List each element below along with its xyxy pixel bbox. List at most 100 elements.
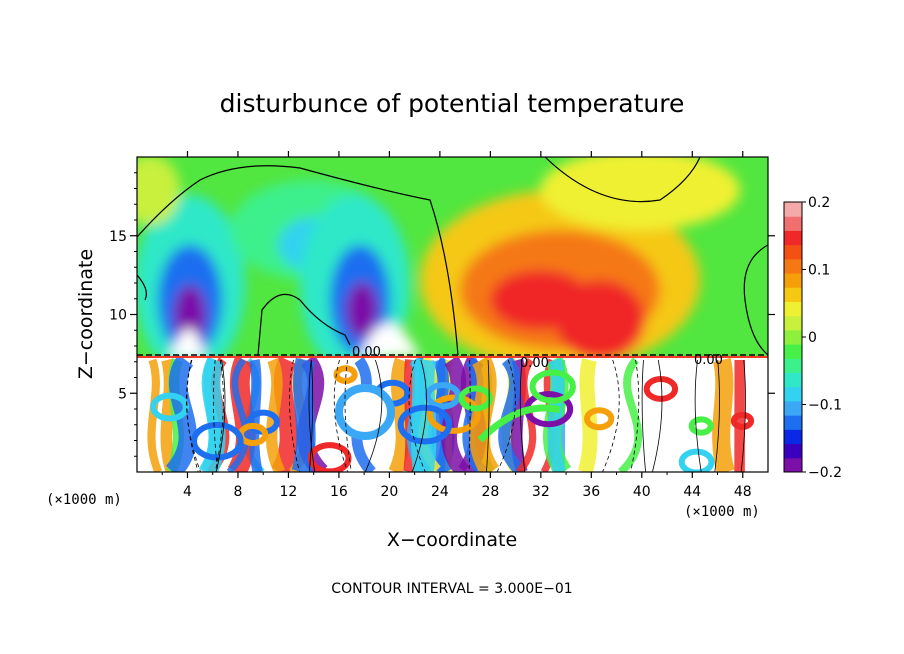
y-tick-label: 5 [118, 386, 127, 402]
field-blob [174, 285, 206, 345]
x-axis-label: X−coordinate [387, 529, 517, 551]
turbulence-streak [388, 357, 410, 472]
contour-line [308, 359, 316, 472]
x-tick-label: 4 [183, 484, 192, 500]
contour-line [519, 359, 526, 472]
x-tick-label: 28 [481, 484, 499, 500]
colorbar-swatch [784, 202, 802, 217]
contour-line [486, 359, 490, 472]
contour-line [137, 165, 459, 356]
contour-line [289, 359, 300, 472]
field-blob [137, 157, 180, 225]
turbulence-streak [271, 356, 298, 472]
turbulence-eddy [584, 407, 615, 431]
contour-line [544, 157, 701, 203]
field-blob [346, 282, 378, 338]
contour-line [694, 359, 702, 472]
contour-line [215, 359, 226, 472]
contour-line [213, 359, 219, 472]
colorbar-swatch [784, 329, 802, 345]
plot-area [137, 157, 768, 472]
contour-line [186, 359, 199, 472]
x-tick-label: 20 [380, 484, 398, 500]
colorbar-tick-label: 0.2 [808, 195, 830, 211]
upper-field [137, 157, 740, 375]
colorbar-swatch [784, 315, 802, 331]
turbulence-eddy [397, 404, 453, 445]
x-axis-unit-left: (×1000 m) [46, 492, 122, 508]
colorbar-swatch [784, 244, 802, 260]
colorbar-tick-label: −0.1 [808, 398, 842, 414]
turbulence-streak [441, 355, 470, 472]
y-axis: 5 10 15 [109, 172, 775, 457]
x-tick-label: 32 [532, 484, 550, 500]
x-tick-label: 24 [431, 484, 449, 500]
x-tick-label: 12 [280, 484, 298, 500]
contour-interval-note: CONTOUR INTERVAL = 3.000E−01 [331, 581, 572, 597]
x-tick-label: 8 [233, 484, 242, 500]
x-tick-label: 40 [633, 484, 651, 500]
contour-line [364, 359, 383, 472]
turbulence-eddy [678, 448, 715, 472]
colorbar-swatch [784, 443, 802, 459]
colorbar-tick-label: −0.2 [808, 465, 842, 481]
colorbar-swatch [784, 287, 802, 302]
colorbar-swatch [784, 400, 802, 416]
contour-line [743, 244, 768, 356]
contour-line [137, 274, 147, 301]
colorbar-tick-label: 0.1 [808, 263, 830, 279]
contour-line [214, 359, 224, 472]
colorbar-ticks: 0.2 0.1 0 −0.1 −0.2 [802, 195, 842, 481]
contour-line [496, 359, 516, 472]
x-tick-label: 48 [734, 484, 752, 500]
colorbar-swatch [784, 429, 802, 445]
turbulence-eddy [307, 442, 352, 472]
colorbar-swatch [784, 358, 802, 374]
colorbar-swatch [784, 301, 802, 317]
colorbar [783, 201, 803, 473]
colorbar-swatch [784, 273, 802, 288]
contour-line [408, 359, 426, 472]
contour-lines [137, 157, 768, 472]
contour-label: 0.00 [694, 353, 723, 368]
contour-line [468, 359, 471, 472]
turbulence-eddy [335, 384, 395, 440]
turbulence-eddy [730, 411, 755, 430]
turbulence-streak [411, 359, 420, 472]
turbulence-eddy [458, 385, 493, 412]
field-core [360, 323, 420, 357]
turbulence-eddy [424, 382, 462, 410]
contour-label: 0.00 [352, 345, 381, 360]
contour-line [630, 359, 640, 472]
contour-line [333, 359, 349, 472]
x-tick-label: 36 [582, 484, 600, 500]
colorbar-swatch [784, 415, 802, 430]
x-axis: 4 8 12 16 20 24 28 32 36 40 44 48 [161, 151, 752, 500]
turbulence-streak [414, 358, 437, 472]
turbulence-eddy [190, 421, 244, 461]
turbulence-streak [160, 358, 178, 472]
turbulence-streak [712, 357, 735, 472]
turbulence-streak [498, 356, 526, 472]
colorbar-swatch [784, 230, 802, 246]
colorbar-swatch [784, 457, 802, 473]
contour-line [652, 359, 663, 472]
x-tick-label: 44 [683, 484, 701, 500]
turbulence-eddy [427, 394, 481, 434]
contour-label: 0.00 [520, 356, 549, 371]
turbulence-eddy [529, 369, 576, 404]
colorbar-swatch [784, 216, 802, 231]
contour-line [714, 359, 720, 472]
contour-line [257, 293, 351, 356]
colorbar-swatch [784, 344, 802, 359]
colorbar-swatch [784, 258, 802, 274]
colorbar-swatch [784, 372, 802, 388]
x-tick-label: 16 [330, 484, 348, 500]
contour-line [641, 359, 646, 472]
contour-line [186, 359, 201, 472]
turbulence-streak [547, 358, 567, 472]
colorbar-tick-label: 0 [808, 330, 817, 346]
contour-line [411, 359, 427, 472]
contour-line [740, 359, 746, 472]
contour-line [602, 359, 620, 472]
